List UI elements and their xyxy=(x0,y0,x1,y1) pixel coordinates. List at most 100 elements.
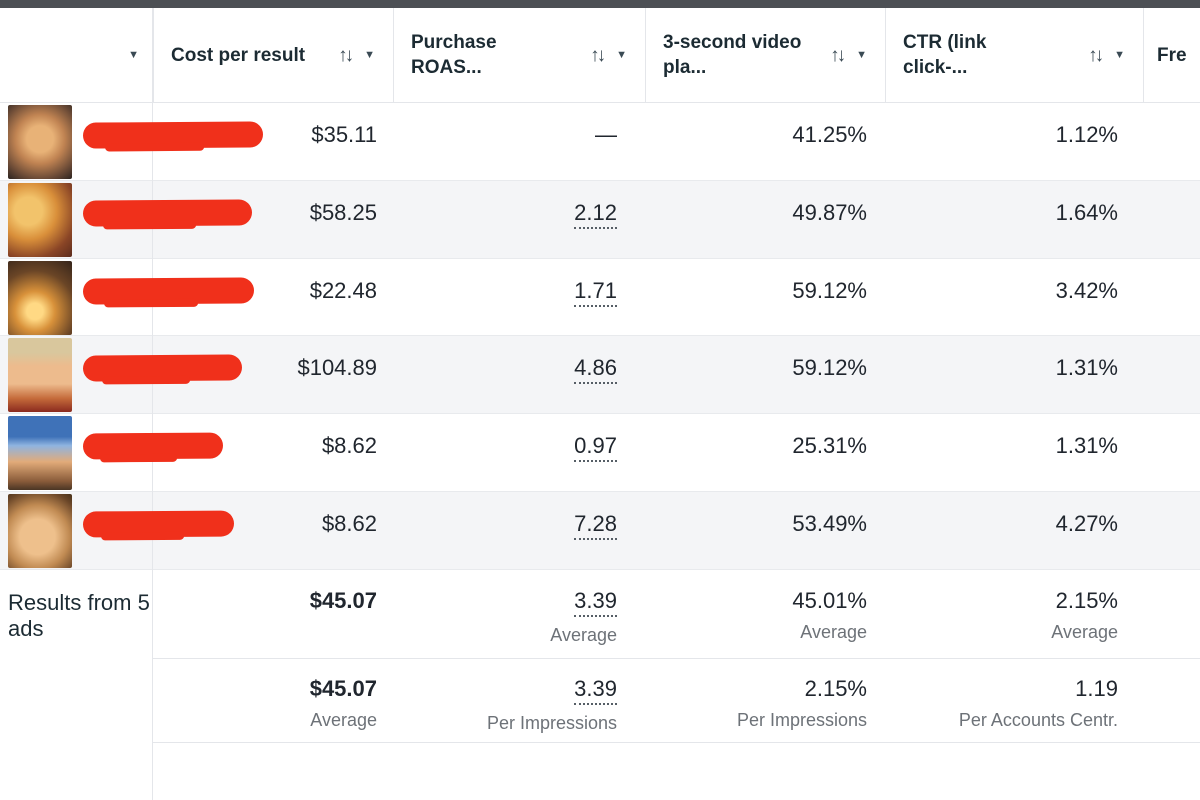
ctr-cell: 1.64% xyxy=(885,181,1143,258)
cost-per-result-value: $35.11 xyxy=(311,122,377,147)
purchase-roas-cell: 0.97 xyxy=(393,414,645,491)
frequency-cell xyxy=(1143,492,1200,569)
video-plays-cell: 25.31% xyxy=(645,414,885,491)
video-plays-value: 41.25% xyxy=(792,122,867,147)
results-label-cell: Results from 5 ads xyxy=(0,570,153,658)
purchase-roas-total-value[interactable]: 3.39 xyxy=(574,676,617,705)
video-plays-value: 53.49% xyxy=(792,510,867,536)
column-header-cost-per-result[interactable]: Cost per result ↑↓ ▼ xyxy=(153,8,393,102)
table-header: ▼ Cost per result ↑↓ ▼ Purchase ROAS... … xyxy=(0,8,1200,103)
sort-arrows-icon[interactable]: ↑↓ xyxy=(830,44,846,66)
ctr-value: 1.64% xyxy=(1055,199,1118,225)
bottom-spacer xyxy=(0,741,1200,800)
purchase-roas-total-cell: 3.39 Per Impressions xyxy=(393,658,645,742)
ad-thumbnail-animated-blond-man-with-cap[interactable] xyxy=(8,338,72,413)
video-plays-value: 25.31% xyxy=(792,433,867,459)
table-row: $22.48 1.71 59.12% 3.42% xyxy=(0,258,1200,337)
cost-per-result-value: $8.62 xyxy=(321,510,377,536)
purchase-roas-cell: 1.71 xyxy=(393,259,645,336)
frequency-cell xyxy=(1143,181,1200,258)
frequency-summary-cell xyxy=(1143,570,1200,658)
ad-thumbnail-animated-explorers-glowing-lantern[interactable] xyxy=(8,260,72,335)
video-plays-cell: 59.12% xyxy=(645,336,885,413)
summary-note: Average xyxy=(550,624,617,645)
video-plays-cell: 41.25% xyxy=(645,103,885,180)
purchase-roas-value[interactable]: 0.97 xyxy=(574,433,617,463)
column-label: Fre xyxy=(1157,44,1187,66)
sort-arrows-icon[interactable]: ↑↓ xyxy=(590,44,606,66)
purchase-roas-value[interactable]: 7.28 xyxy=(574,511,617,540)
cost-per-result-cell: $8.62 xyxy=(153,414,393,491)
ctr-cell: 1.31% xyxy=(885,414,1143,491)
dropdown-arrow-icon[interactable]: ▼ xyxy=(856,48,867,61)
cost-per-result-cell: $58.25 xyxy=(153,181,393,258)
results-summary-row: Results from 5 ads $45.07 3.39 Average 4… xyxy=(0,569,1200,658)
frequency-cell xyxy=(1143,259,1200,336)
column-header-ctr-link-click[interactable]: CTR (link click-... ↑↓ ▼ xyxy=(885,8,1143,102)
video-plays-value: 59.12% xyxy=(792,355,867,381)
ad-thumbnail-animated-golden-warrior-faces[interactable] xyxy=(8,182,72,257)
dropdown-arrow-icon[interactable]: ▼ xyxy=(616,48,627,61)
column-label: CTR (link click-... xyxy=(903,32,987,78)
dropdown-arrow-icon[interactable]: ▼ xyxy=(128,48,139,61)
ad-name-cell[interactable] xyxy=(0,492,235,569)
ad-name-cell[interactable] xyxy=(0,259,255,336)
video-plays-cell: 49.87% xyxy=(645,181,885,258)
ad-thumbnail-animated-boy-blue-cap-sky[interactable] xyxy=(8,416,72,491)
video-plays-cell: 59.12% xyxy=(645,259,885,336)
ad-name-cell[interactable] xyxy=(0,414,224,491)
video-plays-total-cell: 2.15% Per Impressions xyxy=(645,658,885,742)
purchase-roas-value[interactable]: 2.12 xyxy=(574,200,617,229)
frozen-column-divider xyxy=(152,8,153,800)
redaction-scribble-icon xyxy=(82,432,224,460)
totals-label-cell xyxy=(0,658,153,742)
cost-per-result-value: $58.25 xyxy=(309,199,377,225)
ad-name-cell[interactable] xyxy=(0,336,243,413)
purchase-roas-summary-value[interactable]: 3.39 xyxy=(574,588,617,617)
column-header-3-second-video-plays[interactable]: 3-second video pla... ↑↓ ▼ xyxy=(645,8,885,102)
sort-arrows-icon[interactable]: ↑↓ xyxy=(1088,44,1104,66)
purchase-roas-cell: 7.28 xyxy=(393,492,645,569)
ad-thumbnail-animated-boy-surprised-dark-cap[interactable] xyxy=(8,105,72,179)
table-row: $35.11 — 41.25% 1.12% xyxy=(0,103,1200,181)
purchase-roas-summary-cell: 3.39 Average xyxy=(393,570,645,658)
redaction-scribble-icon xyxy=(82,276,255,305)
ad-name-cell[interactable] xyxy=(0,181,253,258)
dropdown-arrow-icon[interactable]: ▼ xyxy=(1114,48,1125,61)
data-rows: $35.11 — 41.25% 1.12% xyxy=(0,103,1200,570)
ctr-cell: 1.12% xyxy=(885,103,1143,180)
cost-per-result-total-cell: $45.07 Average xyxy=(153,658,393,742)
column-header-ad[interactable]: ▼ xyxy=(0,8,153,102)
cost-per-result-value: $8.62 xyxy=(321,433,377,459)
cost-per-result-summary-cell: $45.07 xyxy=(153,570,393,658)
ctr-value: 3.42% xyxy=(1055,277,1118,303)
column-header-purchase-roas[interactable]: Purchase ROAS... ↑↓ ▼ xyxy=(393,8,645,102)
purchase-roas-value[interactable]: 4.86 xyxy=(574,355,617,385)
video-plays-summary-cell: 45.01% Average xyxy=(645,570,885,658)
table-row: $8.62 7.28 53.49% 4.27% xyxy=(0,491,1200,570)
purchase-roas-value[interactable]: 1.71 xyxy=(574,278,617,307)
table-row: $8.62 0.97 25.31% 1.31% xyxy=(0,414,1200,492)
redaction-scribble-icon xyxy=(82,354,243,382)
video-plays-value: 59.12% xyxy=(792,277,867,303)
purchase-roas-value[interactable]: — xyxy=(595,122,617,147)
total-note: Per Impressions xyxy=(486,712,617,733)
ctr-value: 4.27% xyxy=(1055,510,1118,536)
cost-per-result-cell: $22.48 xyxy=(153,259,393,336)
redaction-scribble-icon xyxy=(82,199,253,227)
frequency-cell xyxy=(1143,103,1200,180)
table-row: $104.89 4.86 59.12% 1.31% xyxy=(0,336,1200,415)
ad-thumbnail-animated-boy-curly-hair[interactable] xyxy=(8,493,72,568)
frequency-total-cell xyxy=(1143,658,1200,742)
top-divider xyxy=(0,0,1200,8)
column-header-frequency[interactable]: Fre xyxy=(1143,8,1200,102)
cost-per-result-value: $22.48 xyxy=(309,277,377,303)
frequency-cell xyxy=(1143,414,1200,491)
video-plays-cell: 53.49% xyxy=(645,492,885,569)
cost-per-result-cell: $8.62 xyxy=(153,492,393,569)
ad-name-cell[interactable] xyxy=(0,103,264,180)
ctr-total-value: 1.19 xyxy=(1075,675,1118,701)
column-label: Cost per result xyxy=(171,44,306,66)
dropdown-arrow-icon[interactable]: ▼ xyxy=(364,48,375,61)
sort-arrows-icon[interactable]: ↑↓ xyxy=(338,44,354,66)
